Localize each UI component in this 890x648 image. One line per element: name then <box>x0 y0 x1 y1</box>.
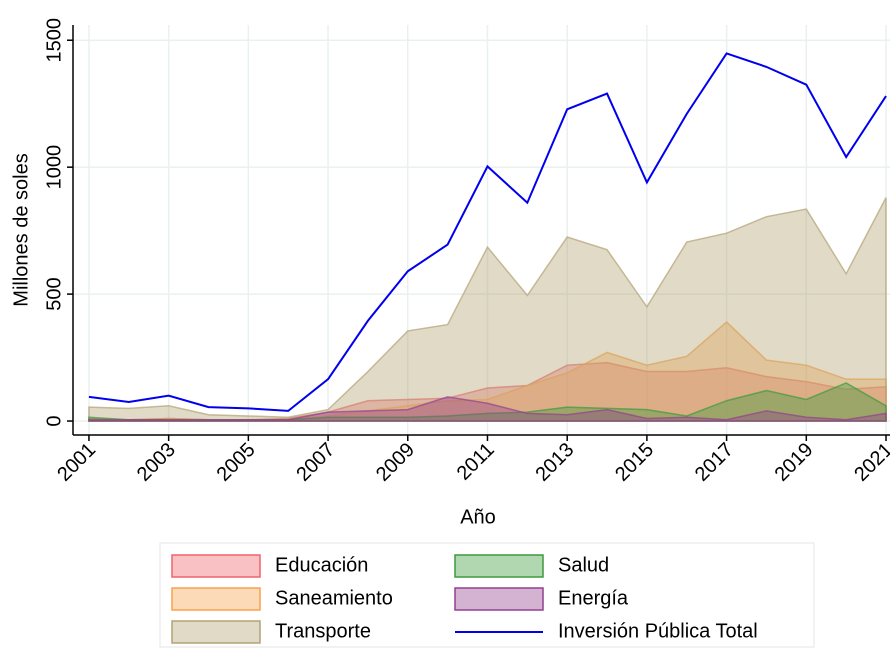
x-tick-label: 2001 <box>53 439 100 486</box>
legend-label: Salud <box>558 554 609 576</box>
x-tick-label: 2013 <box>531 439 578 486</box>
area <box>88 396 887 422</box>
legend-swatch <box>171 620 261 644</box>
legend-label: Transporte <box>275 620 371 642</box>
legend-swatch <box>171 554 261 578</box>
y-tick-label: 0 <box>43 415 65 426</box>
y-tick-label: 1500 <box>43 18 65 63</box>
y-tick-label: 1000 <box>43 145 65 190</box>
x-tick-label: 2011 <box>453 439 499 485</box>
x-tick-label: 2019 <box>771 439 818 486</box>
legend-swatch <box>454 554 544 578</box>
area <box>88 197 887 422</box>
legend-label: Saneamiento <box>275 587 393 609</box>
legend-box <box>159 542 815 648</box>
x-tick-label: 2003 <box>133 439 180 486</box>
line <box>88 52 887 412</box>
x-axis-title: Año <box>460 506 496 528</box>
x-tick-label: 2009 <box>372 439 419 486</box>
legend-label: Inversión Pública Total <box>558 620 758 642</box>
x-tick-label: 2017 <box>691 439 738 486</box>
x-tick-label: 2015 <box>611 439 658 486</box>
legend-swatch <box>454 587 544 611</box>
x-tick-label: 2005 <box>213 439 260 486</box>
y-tick-label: 500 <box>43 277 65 310</box>
legend-swatch <box>171 587 261 611</box>
x-tick-label: 2007 <box>292 439 339 486</box>
legend-label: Educación <box>275 554 368 576</box>
y-axis-title: Millones de soles <box>10 153 32 306</box>
legend-label: Energía <box>558 587 629 609</box>
x-tick-label: 2021 <box>850 439 890 486</box>
